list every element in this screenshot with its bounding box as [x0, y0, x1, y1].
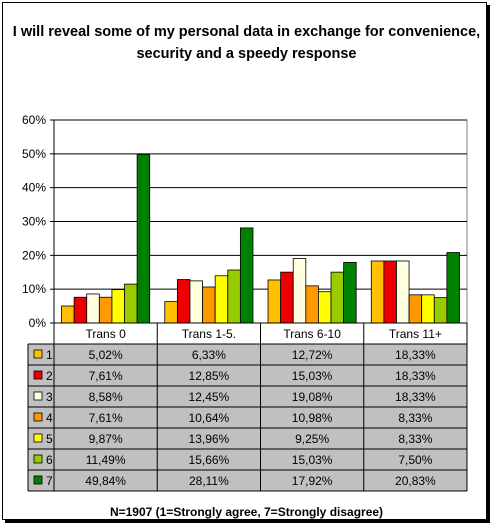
bar-s1-0	[61, 305, 75, 324]
data-label: 13,96%	[189, 432, 230, 446]
bar-s6-0	[124, 283, 138, 324]
bar-s7-2	[343, 261, 357, 324]
y-tick-label: 50%	[22, 147, 46, 161]
bar-s5-1	[214, 275, 229, 324]
bar-s4-3	[408, 294, 423, 324]
data-label: 9,25%	[295, 432, 329, 446]
data-label: 18,33%	[395, 369, 436, 383]
data-label: 18,33%	[395, 390, 436, 404]
bar-s3-2	[292, 258, 307, 324]
data-label: 19,08%	[292, 390, 333, 404]
data-label: 8,58%	[89, 390, 123, 404]
y-tick-label: 60%	[22, 113, 46, 127]
data-label: 12,45%	[189, 390, 230, 404]
bar-s2-1	[176, 279, 191, 324]
data-label: 18,33%	[395, 348, 436, 362]
series-label: 5	[46, 432, 53, 446]
legend-key-2	[33, 370, 43, 380]
y-tick-label: 30%	[22, 215, 46, 229]
legend-key-1	[33, 349, 43, 359]
category-label: Trans 6-10	[283, 327, 341, 341]
chart-frame: I will reveal some of my personal data i…	[2, 2, 487, 520]
bar-s3-1	[189, 280, 203, 324]
bar-s5-0	[111, 289, 125, 324]
data-label: 15,03%	[292, 453, 333, 467]
data-label: 17,92%	[292, 474, 333, 488]
bar-s1-3	[370, 260, 385, 324]
series-label: 3	[46, 390, 53, 404]
bar-s7-1	[239, 227, 254, 324]
bar-s3-3	[396, 260, 410, 324]
category-label: Trans 0	[86, 327, 127, 341]
series-label: 1	[46, 348, 53, 362]
bar-s1-2	[267, 279, 282, 324]
data-label: 15,66%	[189, 453, 230, 467]
bar-s2-0	[73, 296, 88, 324]
data-label: 28,11%	[189, 474, 229, 488]
bar-s7-0	[136, 153, 151, 324]
legend-key-4	[33, 412, 43, 422]
legend-key-6	[33, 454, 43, 464]
bar-s2-2	[280, 271, 294, 324]
data-label: 7,61%	[89, 411, 123, 425]
data-label: 6,33%	[192, 348, 226, 362]
series-label: 4	[46, 411, 53, 425]
bar-s2-3	[383, 260, 397, 324]
data-label: 10,98%	[292, 411, 333, 425]
data-label: 10,64%	[189, 411, 230, 425]
y-tick-label: 0%	[29, 316, 47, 330]
bar-s5-2	[318, 291, 332, 324]
series-label: 7	[46, 474, 53, 488]
data-label: 7,61%	[89, 369, 123, 383]
bar-s3-0	[86, 293, 100, 324]
series-label: 2	[46, 369, 53, 383]
data-label: 12,72%	[292, 348, 333, 362]
bar-s6-2	[330, 271, 345, 324]
y-tick-label: 20%	[22, 248, 46, 262]
bar-s1-1	[164, 301, 178, 324]
y-tick-label: 10%	[22, 282, 46, 296]
bar-s4-0	[98, 296, 113, 324]
category-label: Trans 11+	[389, 327, 442, 341]
data-label: 11,49%	[86, 453, 126, 467]
bar-s6-1	[227, 269, 241, 324]
bar-s4-1	[202, 286, 216, 324]
data-label: 9,87%	[89, 432, 123, 446]
data-label: 5,02%	[89, 348, 123, 362]
table-body-bg	[28, 344, 467, 491]
category-label: Trans 1-5.	[182, 327, 236, 341]
data-label: 8,33%	[398, 432, 432, 446]
data-label: 7,50%	[398, 453, 432, 467]
data-label: 15,03%	[292, 369, 333, 383]
bar-s4-2	[305, 285, 319, 324]
data-label: 12,85%	[189, 369, 230, 383]
chart-title: I will reveal some of my personal data i…	[12, 24, 481, 62]
series-label: 6	[46, 453, 53, 467]
y-tick-label: 40%	[22, 181, 46, 195]
bar-s6-3	[433, 297, 448, 324]
legend-key-5	[33, 433, 43, 443]
bar-s7-3	[446, 252, 460, 324]
legend-key-3	[33, 391, 43, 401]
chart-footnote: N=1907 (1=Strongly agree, 7=Strongly dis…	[109, 505, 384, 519]
data-label: 20,83%	[395, 474, 436, 488]
bar-s5-3	[421, 294, 435, 324]
data-label: 8,33%	[398, 411, 432, 425]
data-label: 49,84%	[85, 474, 126, 488]
legend-key-7	[33, 475, 43, 485]
chart-svg: 0% 10% 20% 30% 40% 50% 60% Trans 0 Trans 1-5. Tra…	[22, 113, 468, 492]
